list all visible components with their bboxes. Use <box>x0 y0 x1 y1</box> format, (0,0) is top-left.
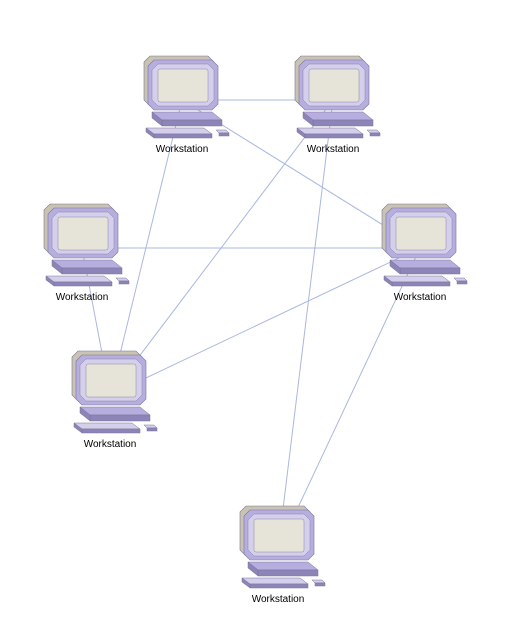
workstation-node: Workstation <box>55 345 165 450</box>
workstation-node: Workstation <box>223 500 333 605</box>
workstation-icon <box>32 198 132 288</box>
workstation-node: Workstation <box>365 198 475 303</box>
node-label: Workstation <box>27 292 137 303</box>
workstation-node: Workstation <box>27 198 137 303</box>
node-label: Workstation <box>55 439 165 450</box>
workstation-icon <box>228 500 328 590</box>
workstation-icon <box>132 50 232 140</box>
node-label: Workstation <box>278 144 388 155</box>
workstation-icon <box>60 345 160 435</box>
edge <box>278 100 333 550</box>
workstation-node: Workstation <box>278 50 388 155</box>
workstation-icon <box>283 50 383 140</box>
node-label: Workstation <box>365 292 475 303</box>
workstation-icon <box>370 198 470 288</box>
node-label: Workstation <box>223 594 333 605</box>
workstation-node: Workstation <box>127 50 237 155</box>
node-label: Workstation <box>127 144 237 155</box>
